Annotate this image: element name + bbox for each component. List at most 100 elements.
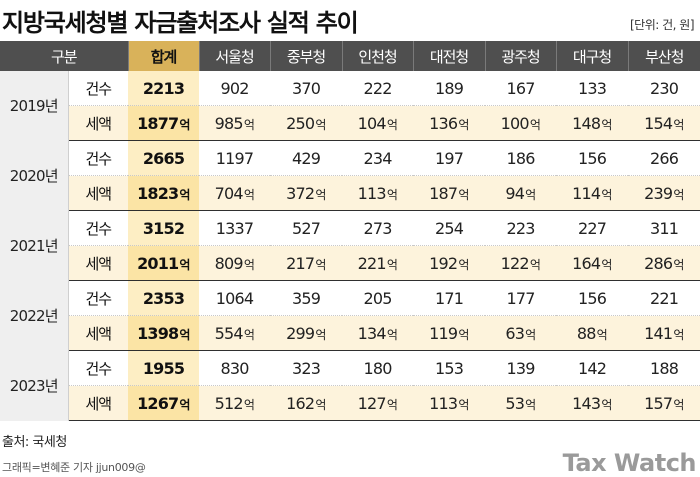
value-cell: 171 [413, 280, 486, 316]
value-cell: 156 [556, 140, 629, 176]
logo-text: Tax Watch [563, 449, 696, 476]
value-cell: 222 [342, 71, 414, 106]
value-cell: 197 [413, 140, 486, 176]
value-cell: 830 [199, 350, 271, 386]
amount-unit: 억 [601, 187, 612, 202]
value-cell: 88억 [556, 315, 629, 351]
cell-value: 142 [577, 358, 607, 378]
value-cell: 122억 [485, 245, 557, 281]
unit-note: [단위: 건, 원] [629, 18, 695, 32]
header-category: 구분 [0, 41, 129, 71]
header-region: 광주청 [484, 41, 557, 71]
value-cell: 136억 [413, 105, 486, 141]
total-cell: 2213 [128, 71, 200, 106]
cell-value: 1337 [215, 218, 254, 238]
value-cell: 139 [485, 350, 557, 386]
cell-value: 1197 [215, 148, 254, 168]
cell-value: 1823 [137, 183, 179, 203]
value-cell: 227 [556, 210, 629, 246]
cell-value: 2353 [142, 288, 185, 308]
value-cell: 250억 [270, 105, 343, 141]
total-cell: 2353 [128, 280, 200, 316]
year-label: 2021년 [0, 210, 69, 281]
value-cell: 299억 [270, 315, 343, 351]
cell-value: 227 [577, 218, 607, 238]
data-table: 구분 합계 서울청 중부청 인천청 대전청 광주청 대구청 부산청 2019년 건수 2213 902… [0, 41, 700, 421]
value-cell: 113억 [413, 385, 486, 421]
value-cell: 104억 [342, 105, 414, 141]
cell-value: 136 [429, 113, 458, 133]
value-cell: 370 [270, 71, 343, 106]
value-cell: 527 [270, 210, 343, 246]
cell-value: 250 [286, 113, 315, 133]
amount-unit: 억 [243, 397, 255, 412]
value-cell: 985억 [199, 105, 271, 141]
cell-value: 88 [576, 323, 597, 343]
value-cell: 223 [485, 210, 557, 246]
amount-unit: 억 [673, 117, 684, 132]
cell-value: 554 [214, 323, 244, 343]
cell-value: 3152 [142, 218, 185, 238]
cell-value: 177 [506, 288, 535, 308]
year-label: 2020년 [0, 140, 69, 211]
amount-unit: 억 [386, 397, 398, 412]
value-cell: 1064 [199, 280, 271, 316]
value-cell: 704억 [199, 175, 271, 211]
cell-value: 113 [429, 393, 458, 413]
amount-unit: 억 [315, 187, 326, 202]
table-row: 2020년 건수 2665 1197 429 234 197 186 156 266 [0, 140, 700, 211]
metric-amount-label: 세액 [68, 245, 129, 281]
value-cell: 177 [485, 280, 557, 316]
cell-value: 180 [363, 358, 392, 378]
amount-unit: 억 [179, 327, 190, 342]
table-row: 세액 2011억 809억 217억 221억 192억 122억 164억 286억 [0, 245, 700, 281]
cell-value: 139 [506, 358, 535, 378]
table-row: 2019년 건수 2213 902 370 222 189 167 133 230 [0, 71, 700, 141]
total-cell: 1955 [128, 350, 200, 386]
cell-value: 2665 [142, 148, 185, 168]
cell-value: 114 [572, 183, 601, 203]
amount-unit: 억 [386, 257, 398, 272]
value-cell: 286억 [628, 245, 700, 281]
table-row: 2023년 건수 1955 830 323 180 153 139 142 188 [0, 350, 700, 421]
amount-unit: 억 [179, 257, 190, 272]
cell-value: 1877 [137, 113, 179, 133]
header-region: 인천청 [341, 41, 414, 71]
value-cell: 273 [342, 210, 414, 246]
cell-value: 156 [577, 148, 607, 168]
value-cell: 186 [485, 140, 557, 176]
cell-value: 94 [505, 183, 525, 203]
cell-value: 63 [505, 323, 525, 343]
value-cell: 113억 [342, 175, 414, 211]
cell-value: 205 [363, 288, 392, 308]
value-cell: 119억 [413, 315, 486, 351]
value-cell: 192억 [413, 245, 486, 281]
cell-value: 221 [649, 288, 679, 308]
cell-value: 299 [286, 323, 315, 343]
value-cell: 134억 [342, 315, 414, 351]
amount-unit: 억 [673, 187, 684, 202]
total-cell: 1877억 [128, 105, 200, 141]
cell-value: 273 [363, 218, 392, 238]
metric-count-label: 건수 [68, 140, 129, 176]
table-row: 세액 1823억 704억 372억 113억 187억 94억 114억 239억 [0, 175, 700, 211]
value-cell: 63억 [485, 315, 557, 351]
metric-amount-label: 세액 [68, 105, 129, 141]
cell-value: 429 [291, 148, 321, 168]
cell-value: 323 [291, 358, 321, 378]
total-cell: 1267억 [128, 385, 200, 421]
header-total: 합계 [127, 41, 200, 71]
metric-amount-label: 세액 [68, 315, 129, 351]
year-label: 2019년 [0, 71, 69, 141]
amount-unit: 억 [386, 117, 398, 132]
value-cell: 156 [556, 280, 629, 316]
cell-value: 311 [649, 218, 679, 238]
value-cell: 94억 [485, 175, 557, 211]
value-cell: 1337 [199, 210, 271, 246]
value-cell: 53억 [485, 385, 557, 421]
amount-unit: 억 [529, 117, 541, 132]
metric-count-label: 건수 [68, 280, 129, 316]
cell-value: 189 [434, 78, 464, 98]
amount-unit: 억 [243, 257, 255, 272]
cell-value: 372 [286, 183, 315, 203]
